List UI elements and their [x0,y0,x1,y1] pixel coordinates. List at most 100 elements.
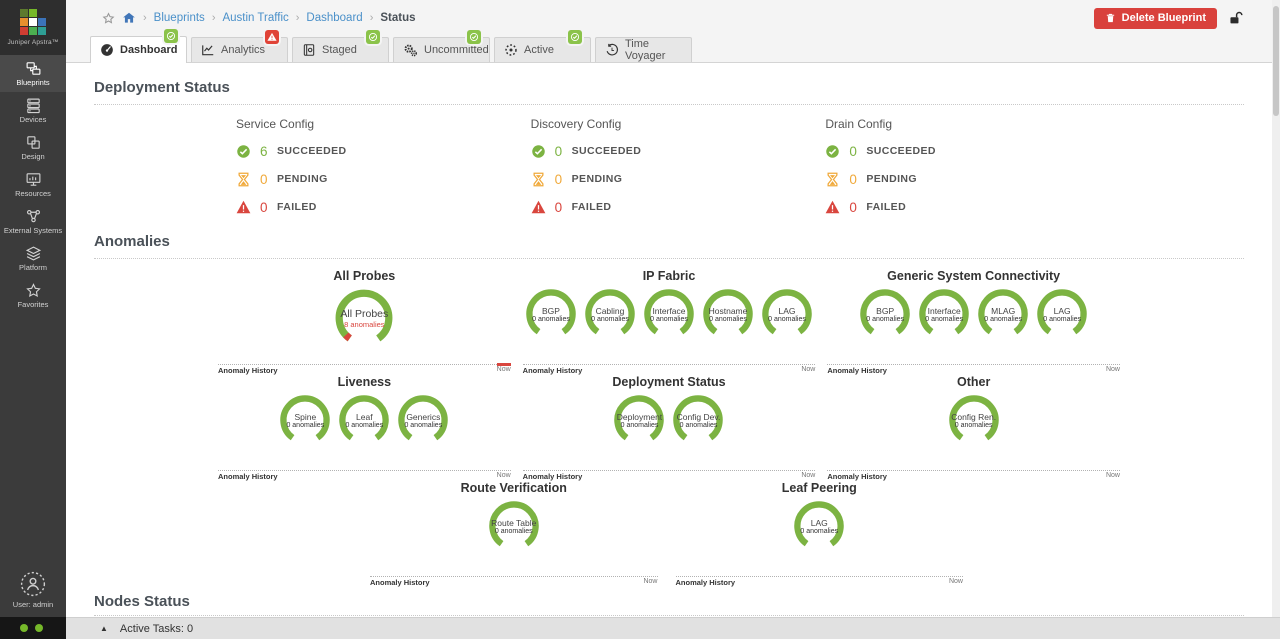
status-dot-icon [20,624,28,632]
sidebar-item-blueprints[interactable]: Blueprints [0,55,66,92]
topbar: › Blueprints › Austin Traffic › Dashboard › Sta… [66,0,1280,36]
gauge-bgp[interactable]: BGP 0 anomalies [524,287,578,341]
gauge-all-probes[interactable]: All Probes 8 anomalies [333,287,395,349]
anomaly-group-all-probes: All Probes All Probes 8 anomalies Anomal… [218,269,511,375]
gauge-anomaly-count: 8 anomalies [344,320,385,329]
gauge-arc-icon [487,499,541,553]
gauge-anomaly-count: 0 anomalies [866,316,905,323]
active-tasks-bar[interactable]: ▲ Active Tasks: 0 [66,617,1280,639]
sidebar-item-label: Favorites [17,299,49,309]
deployment-status-heading: Deployment Status [94,79,1244,105]
anomaly-group-generic-system-connectivity: Generic System Connectivity BGP 0 anomal… [827,269,1120,375]
gauge-lag[interactable]: LAG 0 anomalies [1035,287,1089,341]
anomaly-group-title: Route Verification [460,481,567,495]
vertical-scrollbar[interactable] [1272,0,1280,617]
anomaly-history-timeline: Anomaly History Now [522,470,816,481]
anomaly-history-timeline: Anomaly History Now [218,470,511,481]
scrollbar-thumb[interactable] [1273,6,1279,116]
staged-icon [302,43,316,57]
gauge-config-ren[interactable]: Config Ren. 0 anomalies [947,393,1001,447]
home-icon[interactable] [122,11,136,25]
breadcrumb-status: Status [380,12,416,24]
uncommitted-icon [403,43,418,58]
gauge-spine[interactable]: Spine 0 anomalies [278,393,332,447]
gauge-anomaly-count: 0 anomalies [925,316,964,323]
anomaly-group-title: IP Fabric [642,269,696,283]
logo-square [20,27,28,35]
deploy-pending-row: 0 PENDING [531,171,826,187]
sidebar-item-platform[interactable]: Platform [0,240,66,277]
deployment-status-grid: Service Config 6 SUCCEEDED 0 PENDING 0 F… [236,117,1120,227]
gauge-interface[interactable]: Interface 0 anomalies [642,287,696,341]
breadcrumb-separator: › [143,12,147,24]
anomaly-history-label: Anomaly History [218,366,278,375]
gauge-anomaly-count: 0 anomalies [532,316,570,323]
tab-active[interactable]: Active [494,30,591,62]
tab-label: Staged [322,44,357,56]
anomaly-history-line [370,576,658,578]
collapse-caret-icon[interactable]: ▲ [100,624,108,633]
tab-analytics[interactable]: Analytics [191,30,288,62]
gauge-lag[interactable]: LAG 0 anomalies [760,287,814,341]
logo-square [20,18,28,26]
gauge-hostname[interactable]: Hostname 0 anomalies [701,287,755,341]
status-label: FAILED [866,201,907,213]
sidebar-item-design[interactable]: Design [0,129,66,166]
gauge-cabling[interactable]: Cabling 0 anomalies [583,287,637,341]
gauge-arc-icon [583,287,637,341]
sidebar-item-resources[interactable]: Resources [0,166,66,203]
gauge-lag[interactable]: LAG 0 anomalies [792,499,846,553]
platform-icon [25,245,42,262]
gauge-deployment[interactable]: Deployment 0 anomalies [612,393,666,447]
blueprint-tabbar: Dashboard Analytics Staged Uncommitted A… [66,29,1280,63]
gauge-arc-icon [976,287,1030,341]
delete-blueprint-button[interactable]: Delete Blueprint [1093,7,1217,29]
gauge-name: Interface [652,306,686,316]
gauge-arc-icon [337,393,391,447]
tab-uncommitted[interactable]: Uncommitted [393,30,490,62]
gauge-name: LAG [1053,306,1071,316]
anomaly-history-timeline: Anomaly History Now [522,364,816,375]
lock-open-icon[interactable] [1228,11,1244,26]
topbar-actions: Delete Blueprint [1093,7,1244,29]
logo-square [38,18,46,26]
gauge-route-table[interactable]: Route Table 0 anomalies [487,499,541,553]
anomaly-history-line [827,364,1120,366]
success-badge-icon [467,30,481,44]
anomaly-history-line [522,364,816,366]
breadcrumb-blueprints[interactable]: Blueprints [153,12,205,24]
deployment-column-drain-config: Drain Config 0 SUCCEEDED 0 PENDING 0 FAI… [825,117,1120,227]
breadcrumb-dashboard[interactable]: Dashboard [306,12,363,24]
failed-icon [236,200,251,214]
user-block[interactable]: User: admin [0,571,66,617]
gauge-generics[interactable]: Generics 0 anomalies [396,393,450,447]
status-label: SUCCEEDED [277,145,347,157]
sidebar-footer [0,617,66,639]
favorite-star-icon[interactable] [102,11,115,25]
gauge-config-dev[interactable]: Config Dev. 0 anomalies [671,393,725,447]
anomaly-history-alert-tick [496,363,511,366]
sidebar-item-favorites[interactable]: Favorites [0,277,66,314]
sidebar-item-external-systems[interactable]: External Systems [0,203,66,240]
sidebar-item-devices[interactable]: Devices [0,92,66,129]
tab-label: Analytics [221,44,266,56]
tab-staged[interactable]: Staged [292,30,389,62]
gauge-leaf[interactable]: Leaf 0 anomalies [337,393,391,447]
gauge-bgp[interactable]: BGP 0 anomalies [858,287,912,341]
status-label: PENDING [866,173,917,185]
gauge-mlag[interactable]: MLAG 0 anomalies [976,287,1030,341]
anomaly-history-label: Anomaly History [522,472,583,481]
gauge-arc-icon [612,393,666,447]
gauge-arc-icon [278,393,332,447]
pending-icon [825,172,840,187]
anomaly-history-line [522,470,816,472]
gauge-anomaly-count: 0 anomalies [984,316,1023,323]
anomaly-group-title: Liveness [337,375,392,389]
tab-time-voyager[interactable]: Time Voyager [595,37,692,62]
tab-dashboard[interactable]: Dashboard [90,29,187,63]
anomaly-history-label: Anomaly History [370,578,430,587]
breadcrumb-austin-traffic[interactable]: Austin Traffic [222,12,289,24]
gauge-interface[interactable]: Interface 0 anomalies [917,287,971,341]
sidebar-item-label: Blueprints [16,77,50,87]
